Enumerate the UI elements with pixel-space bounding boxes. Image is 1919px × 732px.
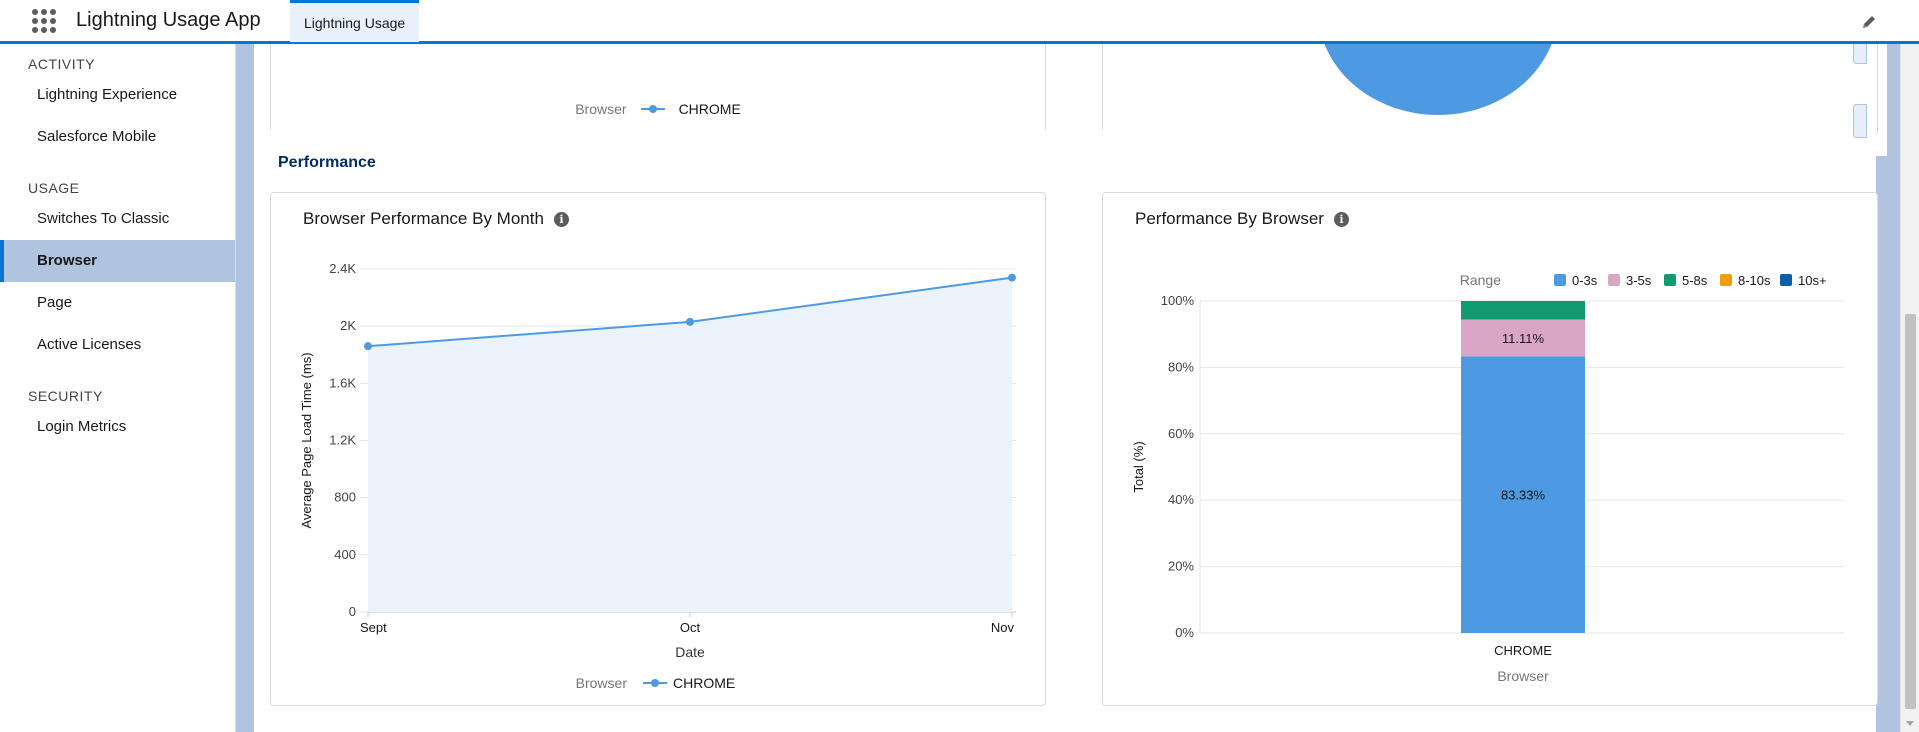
- legend-title: Browser: [576, 675, 628, 691]
- top-legend-item[interactable]: CHROME: [678, 101, 741, 117]
- panel-expand-handle[interactable]: [1853, 104, 1867, 138]
- legend-item: 0-3s: [1572, 273, 1598, 288]
- x-tick-label: Oct: [680, 620, 701, 635]
- panel-collapse-handle[interactable]: [1853, 44, 1867, 64]
- sidebar-item-browser[interactable]: Browser: [0, 240, 235, 282]
- legend-swatch: [1554, 274, 1566, 286]
- stacked-bar-chart: 0% 20% 40% 60% 80% 100% 83.33% 11.11% CHROME Brow…: [1131, 272, 1844, 684]
- page-scrollbar[interactable]: [1900, 44, 1919, 732]
- y-axis-title: Average Page Load Time (ms): [299, 352, 314, 528]
- legend-swatch: [1780, 274, 1792, 286]
- scroll-down-arrow-icon[interactable]: [1906, 721, 1914, 726]
- sidebar-item-active-licenses[interactable]: Active Licenses: [37, 336, 142, 353]
- data-label: 11.11%: [1502, 331, 1545, 346]
- legend-swatch: [1608, 274, 1620, 286]
- top-line-chart-card: Browser CHROME: [270, 44, 1046, 136]
- line-chart: 0 400 800 1.2K 1.6K 2K 2.4K Sept Oct Nov Date Avera…: [299, 261, 1016, 691]
- pencil-edit-icon[interactable]: [1861, 14, 1879, 32]
- tab-lightning-usage[interactable]: Lightning Usage: [290, 0, 420, 42]
- series-area: [368, 277, 1012, 612]
- bar-segment-5-8s[interactable]: [1461, 301, 1585, 320]
- x-axis-title: Date: [675, 644, 705, 660]
- y-tick-label: 1.2K: [329, 433, 356, 448]
- sidebar-item-login-metrics[interactable]: Login Metrics: [37, 418, 127, 435]
- legend-line-marker-icon: [640, 105, 665, 113]
- legend-item-chrome: CHROME: [673, 675, 735, 691]
- sidebar-item-lightning-experience[interactable]: Lightning Experience: [37, 86, 178, 103]
- y-axis-title: Total (%): [1131, 441, 1146, 492]
- performance-by-browser-card: Performance By Browser i 0% 20% 40% 60% 80% 1…: [1102, 192, 1878, 706]
- app-name: Lightning Usage App: [76, 9, 261, 31]
- previous-section-panel: Browser CHROME: [254, 44, 1887, 156]
- x-tick-label: Nov: [991, 620, 1015, 635]
- y-tick-label: 80%: [1168, 359, 1194, 374]
- sidebar-item-switches-to-classic[interactable]: Switches To Classic: [37, 210, 170, 227]
- y-tick-label: 0%: [1175, 625, 1194, 640]
- global-header: Lightning Usage App Lightning Usage: [0, 0, 1919, 44]
- y-tick-label: 20%: [1168, 559, 1194, 574]
- y-tick-label: 400: [334, 547, 356, 562]
- y-tick-label: 100%: [1161, 293, 1195, 308]
- y-tick-label: 2.4K: [329, 261, 356, 276]
- nav-section-heading: SECURITY: [28, 388, 103, 404]
- browser-performance-by-month-card: Browser Performance By Month i 0 400 800 1.…: [270, 192, 1046, 706]
- x-axis-title: Browser: [1497, 668, 1549, 684]
- chart-title: Performance By Browser: [1135, 209, 1324, 228]
- x-tick-label: CHROME: [1494, 643, 1552, 658]
- legend-swatch: [1720, 274, 1732, 286]
- top-legend: Browser CHROME: [271, 101, 1045, 117]
- pie-slice[interactable]: [1318, 44, 1558, 115]
- app-launcher-icon[interactable]: [30, 7, 58, 35]
- y-tick-label: 2K: [340, 318, 356, 333]
- y-tick-label: 1.6K: [329, 375, 356, 390]
- data-label: 83.33%: [1501, 488, 1546, 503]
- legend-title: Range: [1460, 272, 1501, 288]
- info-icon[interactable]: i: [1333, 211, 1349, 227]
- section-title: Performance: [278, 154, 376, 171]
- legend-item: 10s+: [1798, 273, 1827, 288]
- legend-swatch: [1664, 274, 1676, 286]
- scrollbar-thumb[interactable]: [1905, 314, 1916, 709]
- sidebar-item-page[interactable]: Page: [37, 294, 73, 311]
- data-point[interactable]: [686, 317, 694, 326]
- y-tick-label: 800: [334, 490, 356, 505]
- chart-title: Browser Performance By Month: [303, 209, 544, 228]
- sidebar-nav: ACTIVITY Lightning Experience Salesforce M…: [0, 44, 236, 732]
- y-tick-label: 60%: [1168, 426, 1194, 441]
- nav-section-heading: USAGE: [28, 180, 80, 196]
- legend-item: 3-5s: [1626, 273, 1652, 288]
- data-point[interactable]: [364, 342, 372, 351]
- nav-section-heading: ACTIVITY: [28, 56, 96, 72]
- info-icon[interactable]: i: [553, 211, 569, 227]
- bar-segment-3-5s[interactable]: [1461, 319, 1585, 357]
- legend-item: 8-10s: [1738, 273, 1771, 288]
- y-tick-label: 0: [349, 604, 356, 619]
- main-content: Browser CHROME Performance Browser Perfo…: [237, 44, 1887, 732]
- card-title: Browser Performance By Month i: [303, 209, 569, 229]
- data-point[interactable]: [1008, 273, 1016, 282]
- legend-item: 5-8s: [1682, 273, 1708, 288]
- card-title: Performance By Browser i: [1135, 209, 1349, 229]
- top-pie-chart-card: [1102, 44, 1878, 136]
- performance-section: Performance Browser Performance By Month…: [254, 130, 1878, 732]
- x-tick-label: Sept: [360, 620, 387, 635]
- y-tick-label: 40%: [1168, 492, 1194, 507]
- bar-segment-0-3s[interactable]: [1461, 356, 1585, 633]
- sidebar-item-salesforce-mobile[interactable]: Salesforce Mobile: [37, 128, 157, 145]
- legend-point-marker: [651, 679, 659, 687]
- top-legend-title: Browser: [575, 101, 627, 117]
